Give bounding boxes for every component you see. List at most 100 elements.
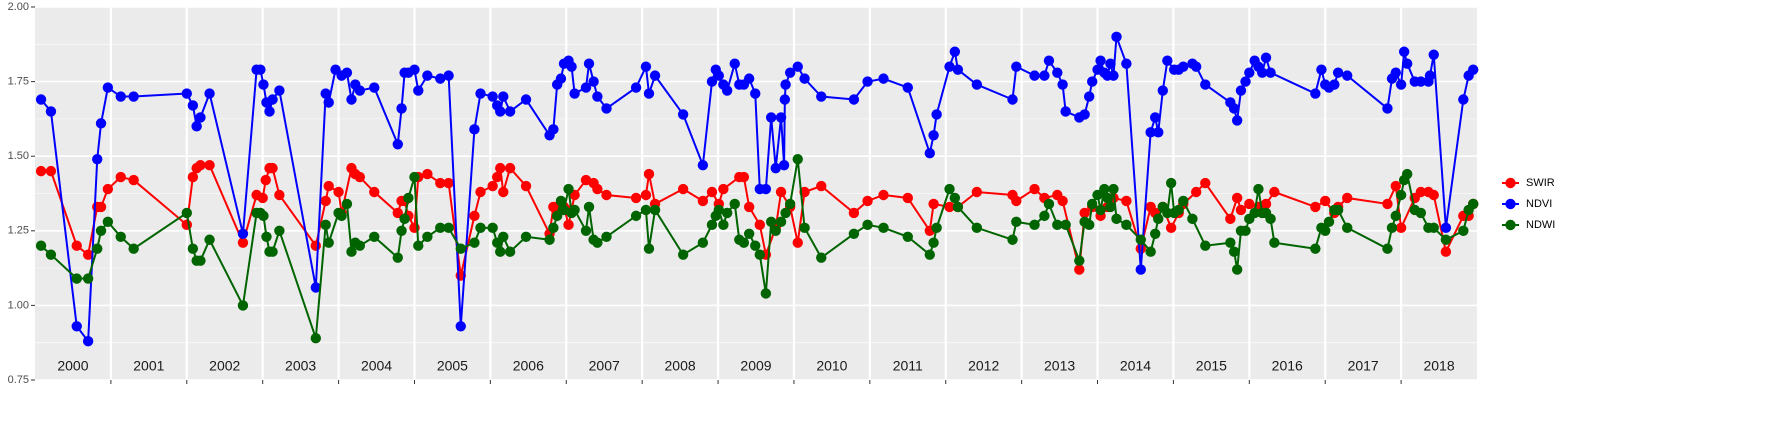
- data-point: [1458, 94, 1469, 105]
- data-point: [770, 162, 781, 174]
- data-point: [971, 222, 983, 234]
- data-point: [743, 201, 755, 213]
- data-point: [1074, 255, 1085, 266]
- data-point: [237, 237, 249, 248]
- data-point: [750, 88, 761, 99]
- data-point: [1074, 264, 1085, 275]
- data-point: [548, 222, 559, 234]
- data-point: [583, 58, 595, 69]
- year-label: 2001: [133, 358, 164, 374]
- data-point: [706, 219, 718, 231]
- data-point: [878, 222, 889, 234]
- year-label: 2011: [893, 358, 923, 374]
- data-point: [878, 73, 889, 84]
- year-label: 2009: [740, 358, 771, 374]
- data-point: [1029, 70, 1040, 81]
- data-point: [520, 231, 532, 242]
- data-point: [1121, 219, 1132, 231]
- data-point: [1458, 225, 1469, 236]
- data-point: [1083, 91, 1095, 102]
- data-point: [1200, 177, 1211, 189]
- data-point: [128, 91, 139, 102]
- data-point: [1102, 192, 1113, 204]
- data-point: [1231, 115, 1243, 126]
- y-tick-label: 1.50: [8, 150, 29, 162]
- data-point: [102, 82, 114, 93]
- data-point: [320, 219, 331, 231]
- data-point: [1105, 58, 1116, 69]
- data-point: [640, 189, 652, 201]
- data-point: [455, 243, 466, 254]
- data-point: [775, 112, 787, 123]
- data-point: [346, 246, 357, 257]
- data-point: [563, 183, 574, 195]
- data-point: [35, 165, 47, 177]
- data-point: [971, 186, 983, 198]
- data-point: [775, 186, 787, 198]
- year-label: 2013: [1044, 358, 1075, 374]
- data-point: [195, 112, 206, 123]
- data-point: [35, 94, 47, 105]
- data-point: [944, 201, 955, 213]
- data-point: [1007, 234, 1018, 245]
- data-point: [721, 207, 733, 219]
- data-point: [1428, 49, 1439, 60]
- y-tick-label: 1.25: [8, 225, 29, 237]
- data-point: [1135, 234, 1146, 245]
- data-point: [1398, 46, 1410, 57]
- data-point: [336, 210, 347, 222]
- data-point: [1228, 246, 1240, 257]
- data-point: [422, 70, 433, 81]
- data-point: [392, 139, 403, 150]
- data-point: [1332, 67, 1344, 78]
- data-point: [1135, 264, 1146, 275]
- data-point: [354, 85, 366, 96]
- data-point: [706, 76, 718, 87]
- data-point: [1052, 67, 1063, 78]
- data-point: [413, 240, 424, 251]
- data-point: [1105, 201, 1116, 213]
- data-point: [1111, 213, 1122, 225]
- data-point: [354, 171, 366, 183]
- data-point: [267, 162, 278, 174]
- data-point: [1225, 237, 1236, 248]
- year-label: 2012: [968, 358, 999, 374]
- data-point: [1043, 55, 1055, 66]
- y-tick-label: 1.75: [8, 76, 29, 88]
- data-point: [1231, 264, 1243, 275]
- data-point: [780, 79, 791, 90]
- y-tick-label: 0.75: [8, 374, 29, 386]
- data-point: [580, 225, 592, 236]
- data-point: [592, 183, 603, 195]
- year-label: 2010: [816, 358, 847, 374]
- data-point: [1162, 55, 1173, 66]
- data-point: [643, 88, 655, 99]
- data-point: [779, 94, 791, 105]
- data-point: [181, 88, 192, 99]
- data-point: [649, 70, 661, 81]
- data-point: [1390, 67, 1401, 78]
- data-point: [399, 213, 410, 225]
- data-point: [320, 88, 331, 99]
- data-point: [1440, 222, 1452, 234]
- year-label: 2018: [1423, 358, 1454, 374]
- data-point: [643, 168, 655, 180]
- data-point: [1092, 189, 1103, 201]
- legend-label: SWIR: [1526, 177, 1555, 189]
- data-point: [71, 240, 82, 251]
- data-point: [729, 198, 740, 210]
- data-point: [1039, 210, 1050, 222]
- data-point: [640, 61, 652, 72]
- data-point: [323, 237, 334, 248]
- data-point: [799, 222, 810, 234]
- data-point: [1007, 94, 1018, 105]
- data-point: [1108, 183, 1119, 195]
- data-point: [443, 70, 454, 81]
- data-point: [71, 321, 82, 332]
- data-point: [341, 198, 353, 210]
- data-point: [792, 61, 803, 72]
- data-point: [902, 231, 913, 242]
- data-point: [944, 61, 955, 72]
- data-point: [82, 249, 94, 260]
- data-point: [1440, 246, 1452, 257]
